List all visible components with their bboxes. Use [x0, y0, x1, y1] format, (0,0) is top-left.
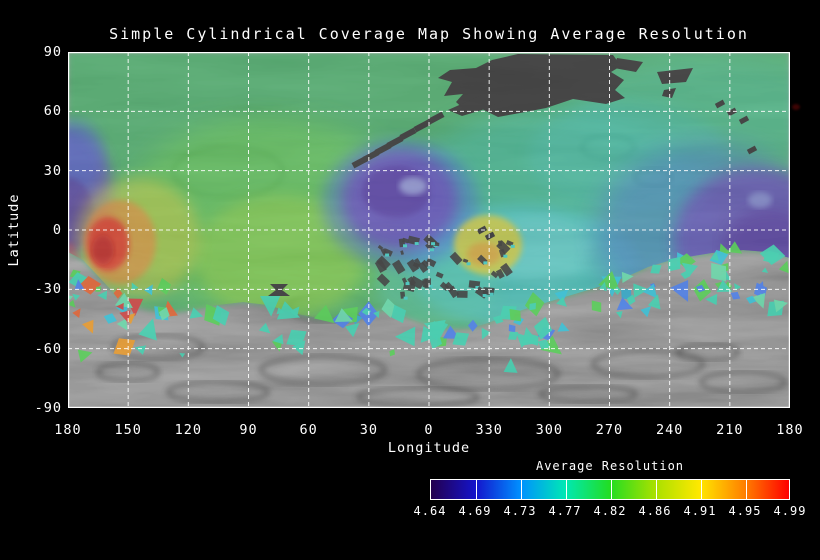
x-tick-0-180: 180 — [54, 422, 82, 438]
y-tick-60: 60 — [43, 103, 62, 120]
chart-title: Simple Cylindrical Coverage Map Showing … — [109, 25, 749, 43]
lat-lon-grid — [68, 52, 790, 408]
coverage-map — [67, 51, 791, 409]
colorbar-gradient — [430, 479, 790, 500]
x-tick-9-270: 270 — [595, 422, 624, 438]
colorbar-divider — [610, 480, 612, 499]
y-tick--60: -60 — [34, 340, 62, 357]
colorbar-label-4.91: 4.91 — [683, 504, 717, 518]
x-axis-label: Longitude — [387, 440, 471, 456]
colorbar-label-4.82: 4.82 — [593, 504, 627, 518]
map-plot-area — [67, 51, 791, 409]
colorbar-label-4.99: 4.99 — [773, 504, 807, 518]
x-tick-10-240: 240 — [655, 422, 684, 438]
y-tick-90: 90 — [43, 44, 62, 60]
x-tick-2-120: 120 — [174, 422, 203, 438]
colorbar-divider — [700, 480, 702, 499]
colorbar-divider — [475, 480, 477, 499]
x-tick-8-300: 300 — [535, 422, 564, 438]
colorbar-label-4.77: 4.77 — [548, 504, 582, 518]
y-tick--30: -30 — [34, 281, 62, 298]
colorbar-label-4.95: 4.95 — [728, 504, 762, 518]
x-tick-4-60: 60 — [299, 422, 318, 438]
x-tick-3-90: 90 — [239, 422, 258, 438]
colorbar-divider — [520, 480, 522, 499]
x-tick-1-150: 150 — [114, 422, 142, 438]
colorbar-label-4.86: 4.86 — [638, 504, 672, 518]
colorbar-label-4.69: 4.69 — [458, 504, 492, 518]
colorbar-divider — [745, 480, 747, 499]
y-tick-30: 30 — [43, 162, 62, 179]
plot-border — [67, 51, 791, 409]
y-tick--90: -90 — [34, 400, 62, 416]
colorbar-divider — [565, 480, 567, 499]
x-tick-6-0: 0 — [424, 422, 434, 438]
y-tick-0: 0 — [52, 222, 62, 238]
x-tick-5-30: 30 — [359, 422, 378, 438]
colorbar-divider — [655, 480, 657, 499]
colorbar-label-4.64: 4.64 — [413, 504, 447, 518]
artifact-smudge — [792, 104, 800, 110]
colorbar-title: Average Resolution — [535, 459, 685, 473]
colorbar-label-4.73: 4.73 — [503, 504, 537, 518]
x-tick-7-330: 330 — [475, 422, 503, 438]
x-tick-12-180: 180 — [776, 422, 804, 438]
x-tick-11-210: 210 — [716, 422, 744, 438]
